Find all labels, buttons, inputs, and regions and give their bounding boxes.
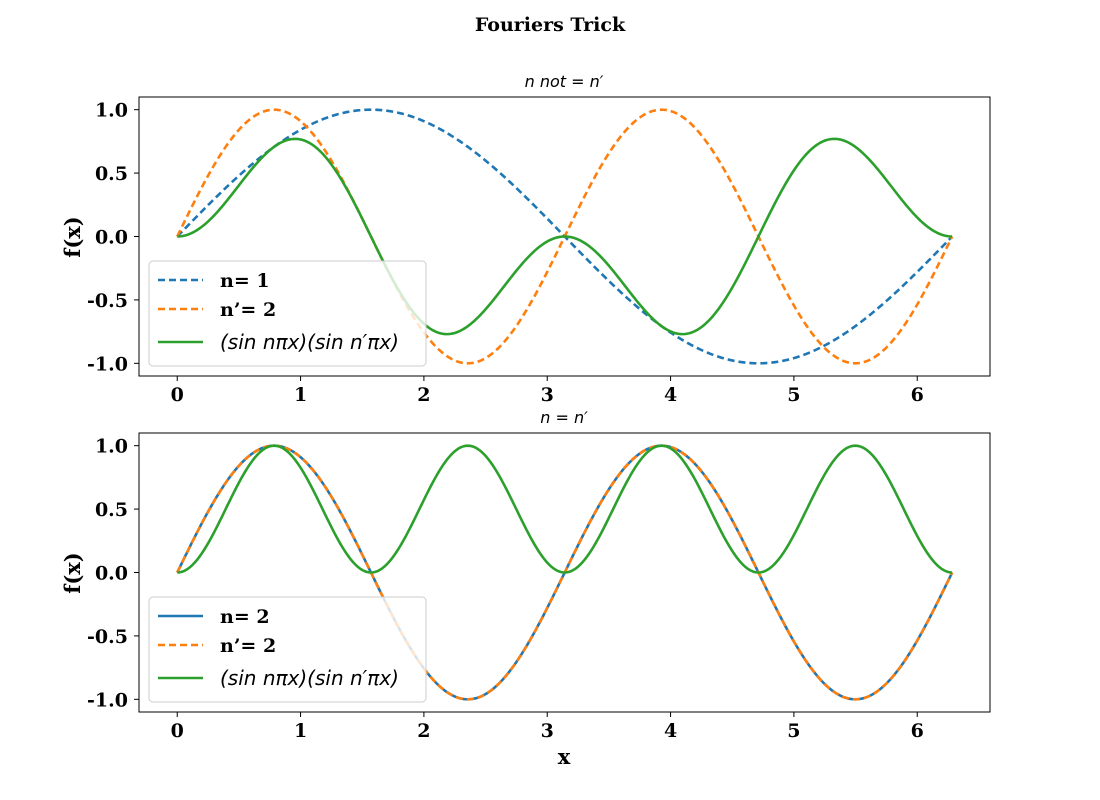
y-tick-label: -0.5 [87, 626, 128, 648]
series-line-3 [177, 444, 953, 574]
y-tick-label: 1.0 [95, 100, 128, 122]
y-tick-label: 0.5 [95, 499, 128, 521]
x-tick-label: 6 [911, 384, 924, 406]
x-tick-label: 0 [171, 384, 184, 406]
y-tick-label: 0.0 [95, 227, 128, 249]
legend-label-1: n= 1 [220, 270, 270, 292]
subplot-top-plot-area: 0 1 2 3 4 5 6 -1.0 -0.5 0.0 0.5 1.0 n= 1 n’= 2 (sin nπ… [87, 96, 991, 406]
x-tick-label: 5 [787, 384, 800, 406]
figure-xlabel: x [558, 744, 571, 769]
y-tick-label: -0.5 [87, 290, 128, 312]
legend-label-2: n’= 2 [220, 635, 276, 657]
y-tick-label: 1.0 [95, 436, 128, 458]
y-tick-label: -1.0 [87, 353, 128, 375]
x-tick-label: 3 [541, 720, 554, 742]
legend: n= 2 n’= 2 (sin nπx)(sin n′πx) [148, 596, 427, 703]
x-tick-label: 4 [664, 720, 677, 742]
x-tick-label: 2 [417, 384, 430, 406]
y-tick-label: 0.0 [95, 563, 128, 585]
subplot-bottom: n = n′ f(x) x 0 1 2 3 4 5 6 -1.0 -0.5 0.0 0.5 1.0 n=… [60, 408, 991, 769]
subplot-bottom-plot-area: 0 1 2 3 4 5 6 -1.0 -0.5 0.0 0.5 1.0 n= 2 n’= 2 (sin nπ… [87, 432, 991, 742]
subplot-bottom-title: n = n′ [540, 408, 588, 427]
x-tick-label: 5 [787, 720, 800, 742]
x-tick-label: 0 [171, 720, 184, 742]
x-tick-label: 4 [664, 384, 677, 406]
y-tick-label: -1.0 [87, 689, 128, 711]
legend-label-3: (sin nπx)(sin n′πx) [220, 330, 399, 354]
x-tick-label: 1 [294, 720, 307, 742]
subplot-top-title: n not = n′ [525, 72, 604, 91]
subplot-bottom-ylabel: f(x) [60, 552, 85, 593]
subplot-top-ylabel: f(x) [60, 216, 85, 257]
legend-label-3: (sin nπx)(sin n′πx) [220, 666, 399, 690]
legend-box [148, 260, 427, 367]
legend-label-2: n’= 2 [220, 299, 276, 321]
legend-box [148, 596, 427, 703]
legend: n= 1 n’= 2 (sin nπx)(sin n′πx) [148, 260, 427, 367]
x-tick-label: 6 [911, 720, 924, 742]
series-group [176, 444, 954, 701]
series-line-3 [177, 137, 953, 336]
figure-suptitle: Fouriers Trick [475, 14, 626, 36]
legend-label-1: n= 2 [220, 606, 270, 628]
x-tick-label: 2 [417, 720, 430, 742]
x-tick-label: 1 [294, 384, 307, 406]
y-tick-label: 0.5 [95, 163, 128, 185]
series-group [176, 108, 954, 365]
subplot-top: n not = n′ f(x) 0 1 2 3 4 5 6 -1.0 -0.5 0.0 0.5 1.0… [60, 72, 991, 406]
x-tick-label: 3 [541, 384, 554, 406]
